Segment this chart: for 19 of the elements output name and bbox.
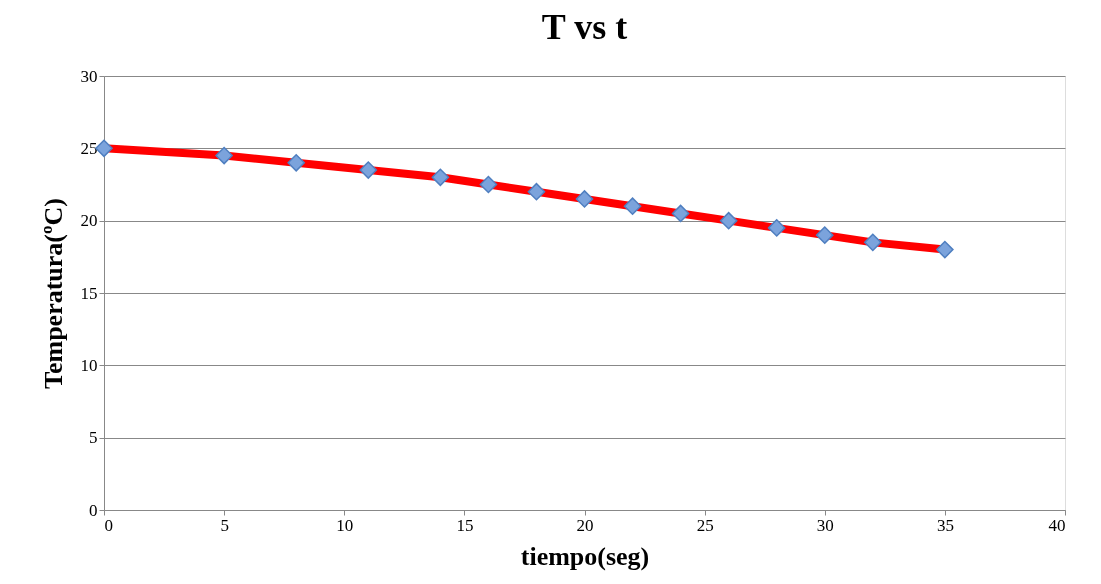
x-tick-label: 15 bbox=[456, 515, 474, 535]
y-axis-title: Temperatura(ºC) bbox=[38, 197, 68, 390]
x-tick-label: 40 bbox=[1048, 515, 1066, 535]
x-tick-label: 5 bbox=[220, 515, 229, 535]
y-tick-label: 0 bbox=[89, 500, 98, 520]
chart-title: T vs t bbox=[541, 7, 628, 47]
y-tick-label: 15 bbox=[80, 283, 98, 303]
x-axis-title: tiempo(seg) bbox=[520, 541, 650, 571]
x-tick-label: 35 bbox=[936, 515, 954, 535]
x-tick-label: 30 bbox=[816, 515, 834, 535]
y-tick-label: 30 bbox=[80, 66, 98, 86]
y-tick-label: 20 bbox=[80, 211, 98, 231]
y-tick-label: 10 bbox=[80, 355, 98, 375]
x-tick-label: 10 bbox=[336, 515, 354, 535]
y-tick-label: 5 bbox=[89, 428, 98, 448]
x-tick-label: 25 bbox=[696, 515, 714, 535]
x-tick-label: 20 bbox=[576, 515, 594, 535]
y-tick-label: 25 bbox=[80, 138, 98, 158]
x-tick-label: 0 bbox=[104, 515, 113, 535]
